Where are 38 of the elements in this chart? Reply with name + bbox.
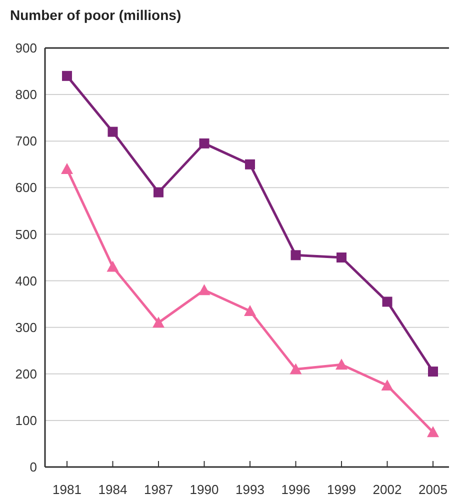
- point: [290, 363, 302, 374]
- point: [381, 380, 394, 391]
- point: [428, 366, 438, 377]
- point: [244, 305, 256, 316]
- x-tick-label: 1996: [281, 482, 310, 497]
- x-tick-label: 2005: [418, 482, 448, 497]
- point: [152, 316, 164, 328]
- point: [61, 163, 73, 174]
- point: [198, 284, 210, 296]
- point: [199, 138, 210, 148]
- point: [245, 159, 255, 170]
- point: [290, 250, 301, 260]
- x-tick-label: 1984: [98, 482, 128, 497]
- y-tick-label: 100: [15, 412, 37, 428]
- y-tick-label: 800: [15, 87, 37, 102]
- point: [62, 70, 72, 81]
- y-tick-label: 300: [15, 320, 37, 335]
- point: [336, 252, 346, 262]
- point: [154, 187, 164, 198]
- x-tick-label: 1987: [144, 482, 173, 497]
- x-tick-label: 2002: [372, 482, 402, 497]
- point: [106, 260, 119, 272]
- point: [427, 426, 439, 438]
- point: [108, 126, 118, 137]
- chart-title: Number of poor (millions): [10, 7, 182, 23]
- y-tick-label: 700: [15, 134, 37, 149]
- y-tick-label: 0: [30, 460, 37, 475]
- point: [382, 296, 392, 307]
- x-tick-label: 1981: [52, 482, 82, 497]
- x-tick-label: 1999: [327, 482, 356, 497]
- x-tick-label: 1993: [236, 482, 264, 497]
- y-tick-label: 900: [15, 40, 37, 56]
- x-tick-label: 1990: [190, 482, 219, 497]
- point: [336, 358, 348, 370]
- y-tick-label: 400: [15, 273, 37, 288]
- y-tick-label: 600: [15, 180, 37, 196]
- y-tick-label: 200: [15, 366, 37, 382]
- y-tick-label: 500: [15, 226, 37, 242]
